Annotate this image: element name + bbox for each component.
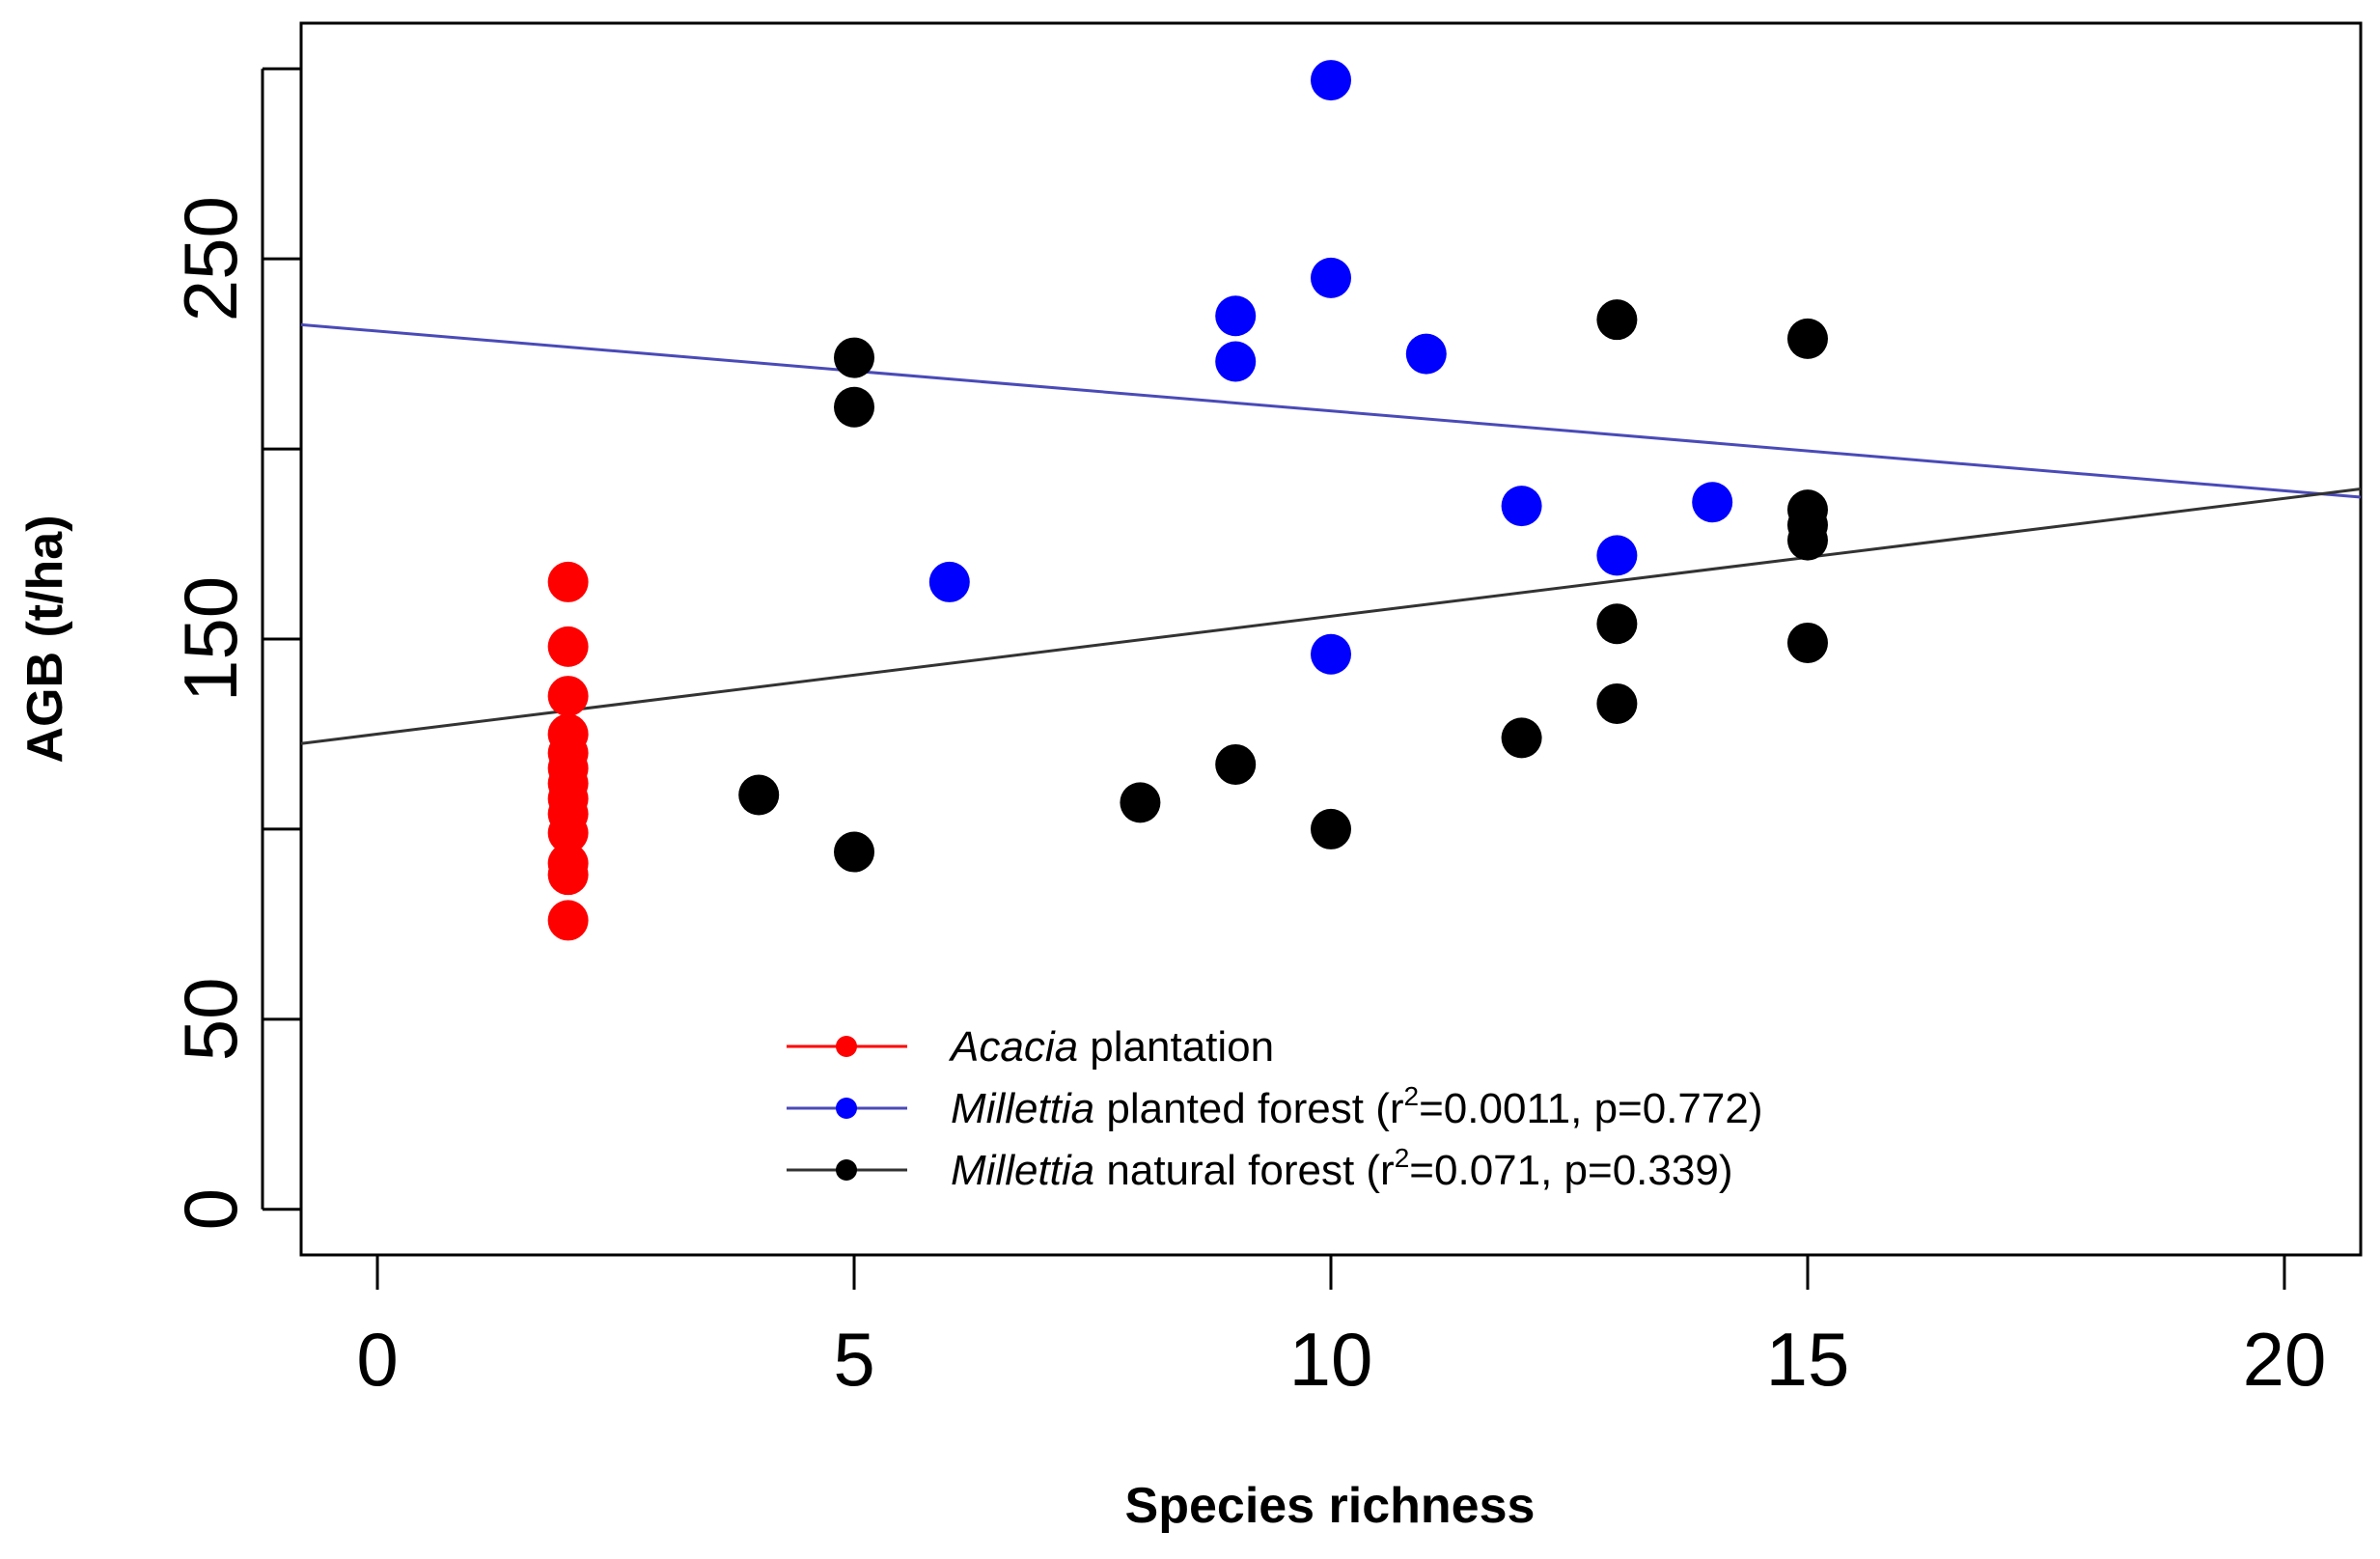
fit-line-1 xyxy=(300,322,2362,499)
point-series2-15 xyxy=(1786,622,1828,663)
x-tick-label-4: 20 xyxy=(2243,1317,2327,1402)
y-tick-label-3: 250 xyxy=(168,196,253,321)
data-points xyxy=(547,60,1828,941)
legend-rest-millettia-planted: planted forest (r xyxy=(1094,1085,1403,1132)
point-series0-0 xyxy=(547,561,589,602)
point-series1-1 xyxy=(1215,295,1257,337)
x-tick-label-1: 5 xyxy=(833,1317,874,1402)
legend-entry-millettia-natural: Millettia natural forest (r2=0.071, p=0.… xyxy=(787,1143,1732,1194)
legend-rest-acacia: plantation xyxy=(1078,1023,1274,1071)
point-series2-8 xyxy=(1596,299,1638,341)
point-series1-4 xyxy=(1311,257,1351,298)
x-tick-label-2: 10 xyxy=(1289,1317,1373,1402)
legend: Acacia plantation Millettia planted fore… xyxy=(787,1023,1763,1194)
point-series2-1 xyxy=(834,337,875,378)
y-tick-label-1: 50 xyxy=(168,977,253,1061)
point-series2-11 xyxy=(1786,318,1828,359)
x-axis-title: Species richness xyxy=(1125,1478,1536,1534)
legend-marker-acacia xyxy=(836,1036,857,1057)
legend-entry-acacia: Acacia plantation xyxy=(787,1023,1274,1071)
legend-sup-millettia-planted: 2 xyxy=(1404,1081,1420,1111)
fit-line-2 xyxy=(300,487,2362,745)
y-tick-label-2: 150 xyxy=(168,576,253,702)
x-tick-label-3: 15 xyxy=(1766,1317,1850,1402)
x-tick-label-0: 0 xyxy=(356,1317,398,1402)
legend-entry-millettia-planted: Millettia planted forest (r2=0.0011, p=0… xyxy=(787,1081,1763,1132)
point-series2-6 xyxy=(1311,808,1351,849)
point-series1-7 xyxy=(1501,486,1542,527)
point-series1-3 xyxy=(1311,60,1351,101)
point-series1-6 xyxy=(1405,333,1447,375)
point-series0-9 xyxy=(547,812,589,853)
point-series1-0 xyxy=(928,561,970,602)
point-series2-0 xyxy=(738,774,780,816)
point-series0-1 xyxy=(547,626,589,667)
legend-italic-millettia-natural: Millettia xyxy=(951,1147,1094,1194)
x-axis: 0 5 10 15 20 xyxy=(356,1253,2327,1402)
point-series0-11 xyxy=(547,854,589,896)
legend-italic-millettia-planted: Millettia xyxy=(951,1085,1094,1132)
legend-sup-millettia-natural: 2 xyxy=(1395,1143,1410,1173)
point-series2-3 xyxy=(834,831,875,873)
legend-italic-acacia: Acacia xyxy=(948,1023,1078,1071)
legend-marker-millettia-planted xyxy=(836,1098,857,1119)
point-series0-2 xyxy=(547,676,589,717)
point-series1-5 xyxy=(1311,633,1351,675)
y-axis: 0 50 150 250 xyxy=(168,67,301,1230)
legend-label-acacia: Acacia plantation xyxy=(948,1023,1274,1071)
legend-tail-millettia-planted: =0.0011, p=0.772) xyxy=(1419,1085,1762,1132)
point-series2-5 xyxy=(1215,743,1257,785)
point-series2-4 xyxy=(1120,782,1161,823)
point-series1-2 xyxy=(1215,341,1257,382)
legend-marker-millettia-natural xyxy=(836,1159,857,1181)
legend-rest-millettia-natural: natural forest (r xyxy=(1094,1147,1395,1194)
point-series2-14 xyxy=(1786,519,1828,561)
y-axis-title: AGB (t/ha) xyxy=(17,515,73,763)
fit-lines xyxy=(300,322,2362,745)
y-tick-label-0: 0 xyxy=(168,1188,253,1230)
point-series2-2 xyxy=(834,386,875,428)
point-series1-8 xyxy=(1596,535,1638,576)
point-series0-12 xyxy=(547,900,589,941)
point-series2-9 xyxy=(1596,603,1638,645)
legend-label-millettia-natural: Millettia natural forest (r2=0.071, p=0.… xyxy=(951,1143,1732,1194)
legend-tail-millettia-natural: =0.071, p=0.339) xyxy=(1409,1147,1732,1194)
point-series2-10 xyxy=(1596,682,1638,724)
point-series2-7 xyxy=(1501,717,1542,759)
legend-label-millettia-planted: Millettia planted forest (r2=0.0011, p=0… xyxy=(951,1081,1763,1132)
point-series1-9 xyxy=(1692,482,1733,523)
